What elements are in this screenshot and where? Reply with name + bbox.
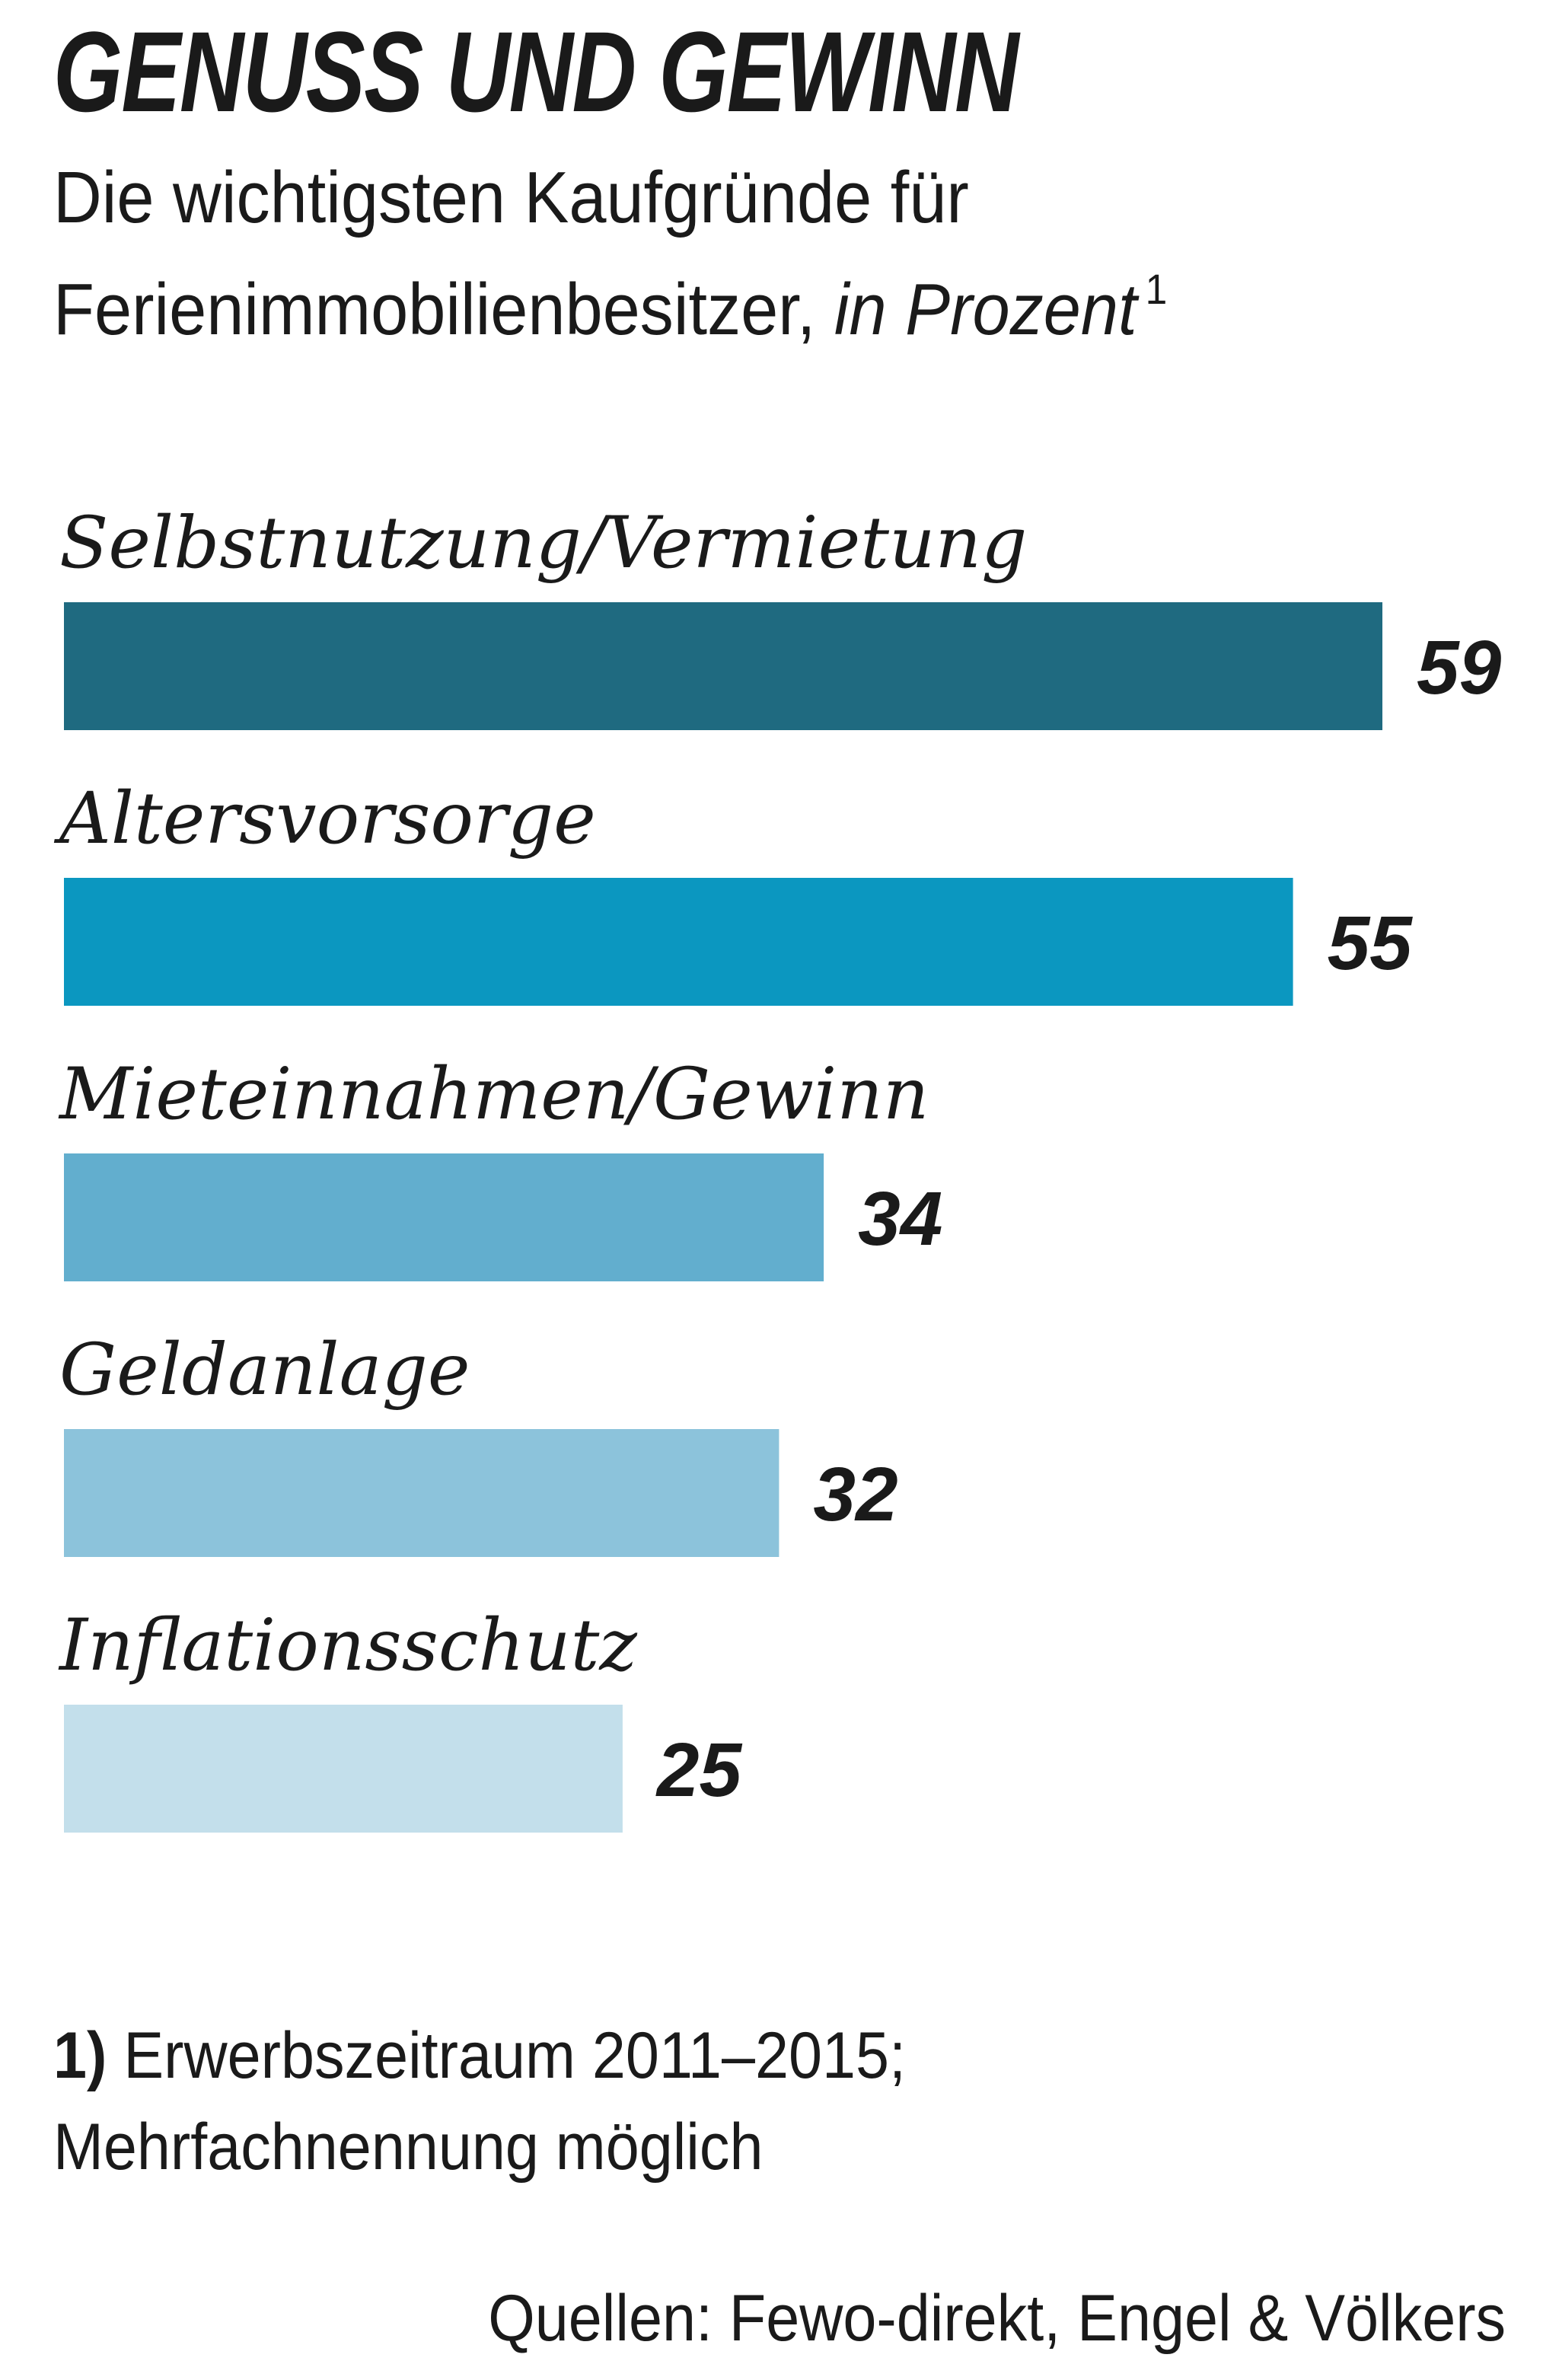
subtitle-line1: Die wichtigsten Kaufgründe für — [53, 157, 969, 238]
category-label: Mieteinnahmen/Gewinn — [58, 1053, 929, 1136]
bar — [64, 878, 1293, 1006]
value-label: 59 — [1417, 625, 1502, 710]
bar — [64, 1153, 824, 1281]
footnote-line1: Erwerbszeitraum 2011–2015; — [123, 2019, 907, 2092]
bar — [64, 602, 1382, 730]
unit-label: in Prozent — [834, 269, 1137, 350]
subtitle-line2: Ferienimmobilienbesitzer, — [53, 269, 816, 350]
chart-title: GENUSS UND GEWINN — [53, 8, 1019, 136]
source-note: Quellen: Fewo-direkt, Engel & Völkers — [488, 2282, 1506, 2355]
bar — [64, 1429, 780, 1557]
value-label: 25 — [655, 1728, 743, 1813]
footnote: 1) Erwerbszeitraum 2011–2015; Mehrfachne… — [53, 2010, 906, 2193]
footnote-number: 1) — [53, 2019, 107, 2092]
chart-subtitle: Die wichtigsten Kaufgründe für Ferienimm… — [53, 152, 1167, 356]
value-label: 34 — [858, 1176, 942, 1262]
footnote-marker: 1 — [1145, 265, 1168, 313]
category-label: Inflationsschutz — [58, 1604, 637, 1687]
category-label: Selbstnutzung/Vermietung — [59, 502, 1027, 585]
footnote-line2: Mehrfachnennung möglich — [53, 2110, 764, 2184]
bar — [64, 1705, 623, 1833]
value-label: 55 — [1328, 901, 1414, 986]
value-label: 32 — [813, 1452, 897, 1537]
category-label: Geldanlage — [59, 1329, 470, 1412]
category-label: Altersvorsorge — [53, 777, 596, 860]
